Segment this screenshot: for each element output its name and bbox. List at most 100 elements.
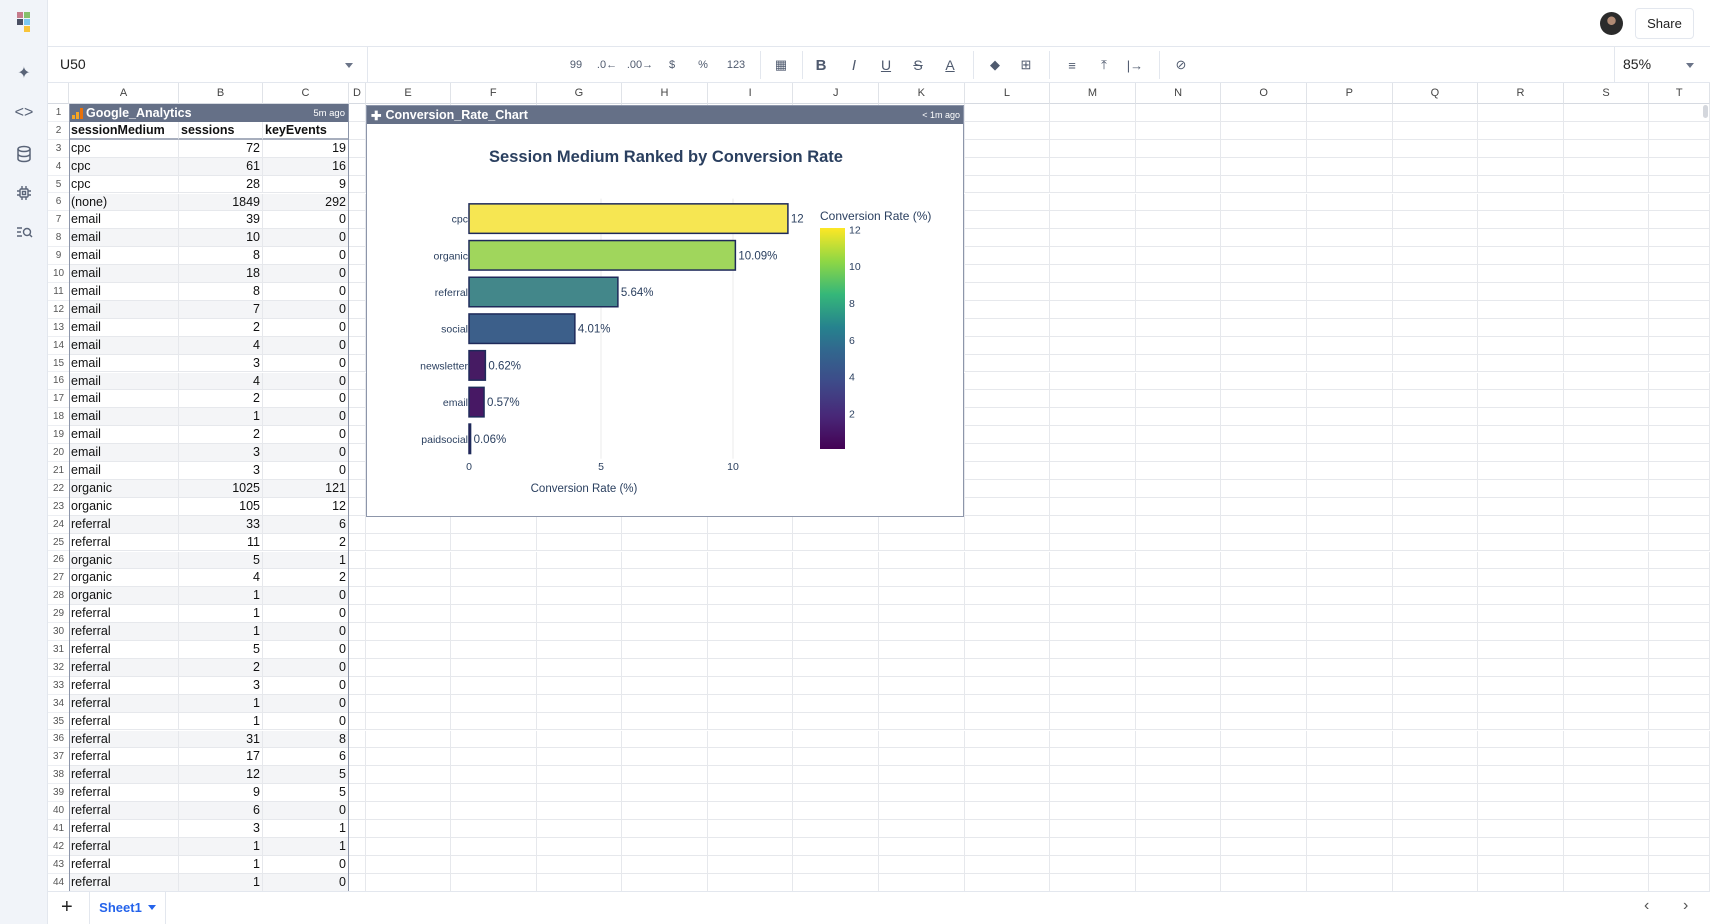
cell-g38[interactable] — [536, 766, 623, 785]
cell-g36[interactable] — [536, 730, 623, 749]
cell-q42[interactable] — [1392, 837, 1479, 856]
cell-c21[interactable]: 0 — [263, 462, 349, 480]
column-header-r[interactable]: R — [1478, 83, 1564, 104]
cell-m37[interactable] — [1050, 748, 1136, 767]
cell-l19[interactable] — [964, 426, 1051, 445]
cell-c6[interactable]: 292 — [263, 193, 349, 212]
cell-t21[interactable] — [1649, 462, 1710, 480]
cell-q20[interactable] — [1392, 444, 1479, 462]
cell-b36[interactable]: 31 — [179, 730, 263, 749]
column-header-l[interactable]: L — [964, 83, 1051, 104]
cell-a15[interactable]: email — [69, 354, 179, 373]
cell-s7[interactable] — [1563, 211, 1650, 230]
cell-r21[interactable] — [1478, 462, 1564, 480]
cell-k38[interactable] — [879, 766, 965, 785]
cell-m31[interactable] — [1050, 641, 1136, 659]
cell-b8[interactable]: 10 — [179, 229, 263, 248]
cell-j35[interactable] — [793, 712, 879, 731]
row-header[interactable]: 7 — [48, 211, 69, 230]
cell-m43[interactable] — [1050, 855, 1136, 874]
cell-d44[interactable] — [349, 873, 366, 892]
row-header[interactable]: 13 — [48, 319, 69, 337]
cell-b16[interactable]: 4 — [179, 372, 263, 391]
cell-e31[interactable] — [366, 641, 451, 659]
row-header[interactable]: 1 — [48, 104, 69, 122]
decrease-decimal-quote-icon[interactable]: 99 — [569, 59, 583, 71]
add-sheet-button[interactable]: + — [61, 896, 73, 918]
cell-s36[interactable] — [1563, 730, 1650, 749]
cell-o40[interactable] — [1221, 802, 1307, 820]
cell-d10[interactable] — [349, 265, 366, 283]
cell-s23[interactable] — [1563, 497, 1650, 516]
scroll-tabs-left-icon[interactable]: ‹ — [1644, 897, 1650, 914]
cell-r29[interactable] — [1478, 605, 1564, 624]
cell-i34[interactable] — [707, 694, 794, 713]
share-button[interactable]: Share — [1635, 8, 1694, 39]
cell-s26[interactable] — [1563, 551, 1650, 570]
cell-s42[interactable] — [1563, 837, 1650, 856]
cell-l13[interactable] — [964, 318, 1051, 337]
cell-g27[interactable] — [536, 569, 623, 588]
row-header[interactable]: 17 — [48, 390, 69, 409]
cell-i35[interactable] — [707, 712, 794, 731]
cell-m19[interactable] — [1050, 426, 1136, 445]
cell-s21[interactable] — [1563, 462, 1650, 480]
row-header[interactable]: 14 — [48, 337, 69, 355]
cell-n24[interactable] — [1135, 515, 1222, 534]
cell-d15[interactable] — [349, 354, 366, 373]
vertical-scrollbar[interactable] — [1703, 105, 1708, 118]
cell-o27[interactable] — [1221, 569, 1307, 588]
cell-p1[interactable] — [1307, 104, 1393, 122]
cell-s22[interactable] — [1563, 479, 1650, 498]
cell-d41[interactable] — [349, 820, 366, 838]
cell-t37[interactable] — [1649, 748, 1710, 767]
cell-q4[interactable] — [1392, 157, 1479, 176]
row-header[interactable]: 5 — [48, 176, 69, 194]
cell-l39[interactable] — [964, 784, 1051, 803]
cell-c38[interactable]: 5 — [263, 766, 349, 785]
cell-h28[interactable] — [622, 587, 708, 606]
cell-n35[interactable] — [1135, 712, 1222, 731]
row-header[interactable]: 29 — [48, 605, 69, 624]
cell-d30[interactable] — [349, 623, 366, 641]
currency-format-icon[interactable]: $ — [668, 59, 676, 71]
cell-c22[interactable]: 121 — [263, 479, 349, 498]
cell-n31[interactable] — [1135, 641, 1222, 659]
cell-k30[interactable] — [879, 623, 965, 641]
cell-n20[interactable] — [1135, 444, 1222, 462]
cell-t23[interactable] — [1649, 497, 1710, 516]
cell-k27[interactable] — [879, 569, 965, 588]
row-header[interactable]: 15 — [48, 355, 69, 373]
cell-q22[interactable] — [1392, 479, 1479, 498]
cell-a24[interactable]: referral — [69, 515, 179, 534]
cell-m23[interactable] — [1050, 497, 1136, 516]
row-header[interactable]: 37 — [48, 748, 69, 767]
cell-g35[interactable] — [536, 712, 623, 731]
cell-q26[interactable] — [1392, 551, 1479, 570]
cell-m8[interactable] — [1050, 229, 1136, 248]
cell-n27[interactable] — [1135, 569, 1222, 588]
cell-q24[interactable] — [1392, 515, 1479, 534]
cell-a13[interactable]: email — [69, 318, 179, 337]
cell-f33[interactable] — [451, 676, 537, 695]
cell-j41[interactable] — [793, 820, 879, 838]
cell-r2[interactable] — [1478, 121, 1564, 140]
cell-c26[interactable]: 1 — [263, 551, 349, 570]
cell-f26[interactable] — [451, 551, 537, 570]
cell-a44[interactable]: referral — [69, 873, 179, 892]
row-header[interactable]: 19 — [48, 426, 69, 445]
cell-m26[interactable] — [1050, 551, 1136, 570]
cell-l4[interactable] — [964, 157, 1051, 176]
cell-p21[interactable] — [1307, 462, 1393, 480]
cell-a14[interactable]: email — [69, 336, 179, 355]
cell-m27[interactable] — [1050, 569, 1136, 588]
cell-h33[interactable] — [622, 676, 708, 695]
cell-k44[interactable] — [879, 873, 965, 892]
row-header[interactable]: 38 — [48, 766, 69, 785]
cell-t18[interactable] — [1649, 408, 1710, 427]
cell-e26[interactable] — [366, 551, 451, 570]
cell-g26[interactable] — [536, 551, 623, 570]
cell-q2[interactable] — [1392, 121, 1479, 140]
cell-a16[interactable]: email — [69, 372, 179, 391]
code-icon[interactable]: <> — [14, 104, 34, 121]
